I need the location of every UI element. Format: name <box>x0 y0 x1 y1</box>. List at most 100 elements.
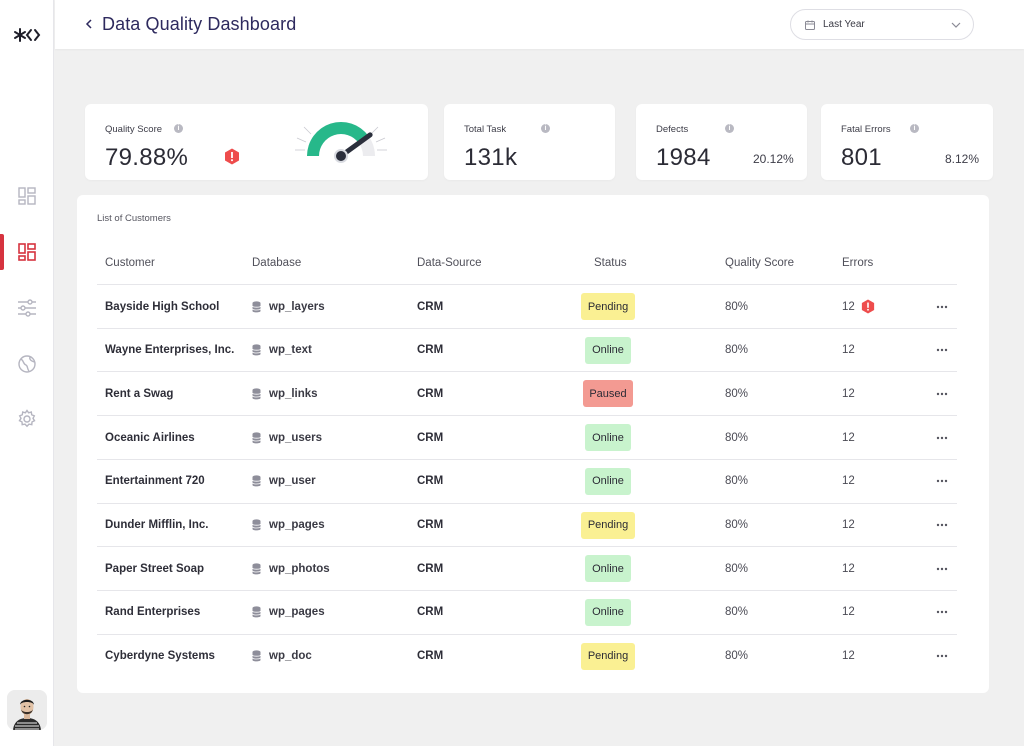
sidebar <box>0 0 54 746</box>
status-badge: Online <box>585 598 631 626</box>
quality-score-label: Quality Score <box>105 124 163 135</box>
data-source: CRM <box>417 475 444 488</box>
errors-count: 12 <box>842 344 855 357</box>
table-row[interactable]: Rent a Swag wp_links CRM Paused 80% 12 <box>97 371 957 415</box>
logo[interactable] <box>10 22 44 48</box>
table-row[interactable]: Paper Street Soap wp_photos CRM Online 80% 12 <box>97 546 957 590</box>
quality-score: 80% <box>725 344 749 357</box>
gauge-fill <box>307 121 369 156</box>
more-horizontal-icon <box>936 480 948 483</box>
customer-name: Oceanic Airlines <box>105 431 195 444</box>
sliders-icon <box>18 299 36 317</box>
status-badge: Online <box>585 467 631 495</box>
data-source: CRM <box>417 606 444 619</box>
chevron-left-icon <box>85 19 92 29</box>
avatar[interactable] <box>7 690 47 730</box>
status-badge: Pending <box>581 511 635 539</box>
customer-name: Dunder Mifflin, Inc. <box>105 519 209 531</box>
status-badge: Online <box>585 555 631 583</box>
status-badge: Pending <box>581 642 635 670</box>
database-icon <box>252 606 261 618</box>
fatal-errors-value: 801 <box>841 144 882 171</box>
database-cell: wp_pages <box>252 591 325 634</box>
table-row[interactable]: Cyberdyne Systems wp_doc CRM Pending 80% 12 <box>97 633 957 678</box>
more-options-button[interactable] <box>935 460 949 503</box>
table-row[interactable]: Rand Enterprises wp_pages CRM Online 80% 12 <box>97 589 957 634</box>
more-options-button[interactable] <box>935 635 949 678</box>
fatal-errors-percent: 8.12% <box>945 152 980 166</box>
defects-label: Defects <box>656 124 689 135</box>
customer-name: Wayne Enterprises, Inc. <box>105 344 235 357</box>
database-name: wp_users <box>269 431 323 444</box>
alert-icon <box>861 299 874 314</box>
column-header-status[interactable]: Status <box>594 257 627 269</box>
total-task-card: Total Task i 131k <box>444 104 615 180</box>
table-row[interactable]: Dunder Mifflin, Inc. wp_pages CRM Pending 80… <box>97 502 957 547</box>
sidebar-item-filters[interactable] <box>0 290 54 326</box>
errors-cell: 12 <box>842 591 855 634</box>
defects-percent: 20.12% <box>753 152 794 166</box>
customer-name: Entertainment 720 <box>105 475 205 488</box>
column-header-customer[interactable]: Customer <box>105 257 155 269</box>
customers-table-card: List of Customers Customer Database Data… <box>77 195 989 693</box>
status-badge: Paused <box>583 380 633 408</box>
customer-name: Rent a Swag <box>105 387 174 400</box>
more-options-button[interactable] <box>935 329 949 372</box>
data-source: CRM <box>417 387 444 400</box>
data-source: CRM <box>417 300 444 313</box>
sidebar-item-settings[interactable] <box>0 401 54 437</box>
more-options-button[interactable] <box>935 285 949 328</box>
date-range-select[interactable]: Last Year <box>790 9 974 40</box>
errors-count: 12 <box>842 475 855 488</box>
quality-score: 80% <box>725 387 749 400</box>
quality-score: 80% <box>725 606 749 619</box>
more-options-button[interactable] <box>935 591 949 634</box>
grid-icon <box>18 243 36 261</box>
database-cell: wp_users <box>252 416 322 459</box>
quality-score-value: 79.88% <box>105 144 189 171</box>
database-icon <box>252 388 261 400</box>
sidebar-item-overview[interactable] <box>0 178 54 214</box>
database-name: wp_links <box>269 387 318 400</box>
more-horizontal-icon <box>936 305 948 308</box>
more-horizontal-icon <box>936 611 948 614</box>
info-icon[interactable]: i <box>725 124 734 133</box>
column-header-database[interactable]: Database <box>252 257 302 269</box>
column-header-data-source[interactable]: Data-Source <box>417 257 482 269</box>
table-row[interactable]: Entertainment 720 wp_user CRM Online 80% 12 <box>97 458 957 503</box>
quality-gauge <box>295 121 387 163</box>
database-name: wp_pages <box>269 606 325 619</box>
column-header-quality-score[interactable]: Quality Score <box>725 257 795 269</box>
customer-name: Cyberdyne Systems <box>105 650 215 663</box>
info-icon[interactable]: i <box>910 124 919 133</box>
total-task-value: 131k <box>464 144 518 171</box>
more-options-button[interactable] <box>935 547 949 590</box>
back-button[interactable] <box>82 14 96 34</box>
customer-name: Bayside High School <box>105 300 220 313</box>
database-cell: wp_layers <box>252 285 325 328</box>
database-icon <box>252 300 261 312</box>
sidebar-item-dashboard[interactable] <box>0 234 54 270</box>
more-options-button[interactable] <box>935 504 949 547</box>
more-options-button[interactable] <box>935 416 949 459</box>
more-options-button[interactable] <box>935 372 949 415</box>
table-row[interactable]: Oceanic Airlines wp_users CRM Online 80% 12 <box>97 415 957 459</box>
database-name: wp_user <box>269 475 316 488</box>
info-icon[interactable]: i <box>541 124 550 133</box>
errors-cell: 12 <box>842 460 855 503</box>
table-row[interactable]: Wayne Enterprises, Inc. wp_text CRM Online 8… <box>97 327 957 372</box>
quality-score: 80% <box>725 300 749 313</box>
customer-name: Paper Street Soap <box>105 562 205 575</box>
sidebar-item-globe[interactable] <box>0 346 54 382</box>
column-header-errors[interactable]: Errors <box>842 257 874 269</box>
info-icon[interactable]: i <box>174 124 183 133</box>
database-cell: wp_links <box>252 372 318 415</box>
errors-cell: 12 <box>842 416 855 459</box>
table-row[interactable]: Bayside High School wp_layers CRM Pending 80… <box>97 284 957 328</box>
errors-count: 12 <box>842 387 855 400</box>
database-name: wp_pages <box>269 519 325 531</box>
more-horizontal-icon <box>936 436 948 439</box>
database-name: wp_doc <box>269 650 312 663</box>
data-source: CRM <box>417 431 444 444</box>
defects-value: 1984 <box>656 144 711 171</box>
